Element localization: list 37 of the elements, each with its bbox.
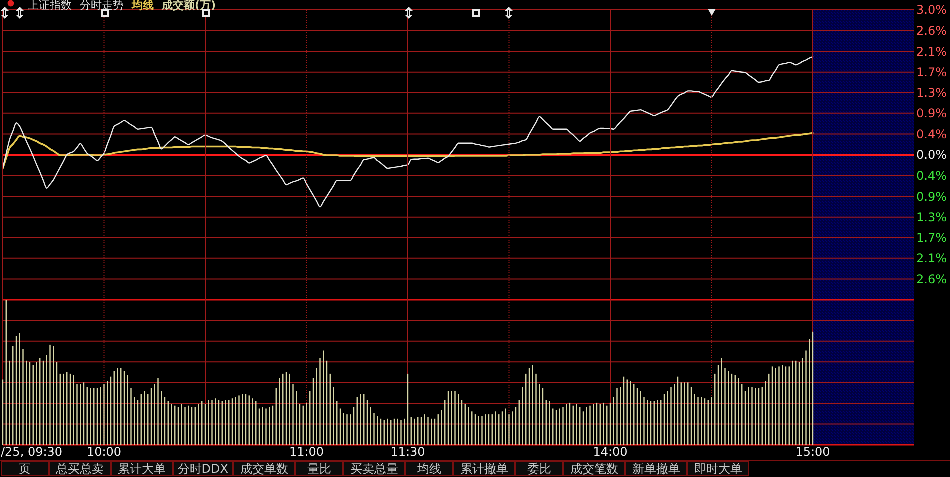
y-tick-label: 1.3%	[916, 210, 947, 225]
tab: 累计大单	[111, 461, 173, 476]
x-tick-label: 11:30	[390, 445, 426, 459]
y-tick-label: 0.0%	[916, 148, 947, 162]
tab: 均线	[405, 461, 454, 476]
x-tick-label: 15:00	[796, 445, 830, 459]
tab: 新单撤单	[625, 461, 688, 476]
line-series	[2, 132, 814, 170]
y-tick-label: 3.0%	[916, 3, 947, 18]
tab: 委比	[515, 461, 564, 476]
y-tick-label: 1.7%	[916, 230, 947, 245]
tab: 成交笔数	[563, 461, 626, 476]
x-tick-label: 11:00	[289, 445, 324, 459]
tab: 即时大单	[687, 461, 750, 476]
y-tick-label: 2.6%	[916, 24, 947, 38]
tab: 量比	[295, 461, 344, 476]
x-tick-label: 10:00	[86, 445, 122, 459]
tab: 成交单数	[233, 461, 296, 476]
x-tick-label: 14:00	[593, 445, 628, 459]
y-tick-label: 0.9%	[916, 190, 947, 204]
y-tick-label: 2.1%	[916, 44, 947, 59]
chart-title: 上证指数	[28, 0, 72, 12]
y-tick-label: 0.9%	[916, 106, 947, 121]
y-tick-label: 1.3%	[916, 86, 947, 100]
y-tick-label: 0.4%	[916, 127, 947, 142]
tab: 分时DDX	[173, 461, 234, 476]
y-tick-label: 2.1%	[916, 252, 947, 266]
tab: 买卖总量	[343, 461, 406, 476]
y-tick-label: 1.7%	[916, 66, 947, 80]
tab: 页	[1, 461, 49, 476]
tab: 总买总卖	[49, 461, 111, 476]
y-tick-label: 0.4%	[916, 168, 947, 183]
line-series	[2, 56, 814, 208]
y-tick-label: 2.6%	[916, 272, 947, 286]
tab: 累计撤单	[453, 461, 516, 476]
text: 均线	[131, 0, 154, 12]
annotation: /25, 09:30	[1, 445, 63, 459]
